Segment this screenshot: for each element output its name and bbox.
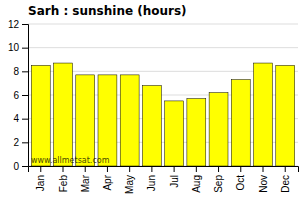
x-tick-label: Oct xyxy=(235,175,246,191)
bar xyxy=(187,99,206,166)
bar xyxy=(76,75,95,166)
y-tick-label: 8 xyxy=(13,66,19,77)
x-tick-mark xyxy=(85,166,86,172)
bars xyxy=(31,63,294,166)
x-tick: Apr xyxy=(102,166,113,191)
x-tick-mark xyxy=(107,166,108,172)
grid xyxy=(28,24,298,166)
y-tick-label: 12 xyxy=(8,19,20,30)
x-tick-label: Jan xyxy=(35,175,46,191)
bar xyxy=(142,86,161,166)
x-tick: May xyxy=(124,166,135,194)
x-tick-mark xyxy=(151,166,152,172)
x-tick-label: Sep xyxy=(213,175,224,193)
x-tick-label: Mar xyxy=(80,174,91,192)
x-tick: Sep xyxy=(213,166,224,193)
x-tick: Aug xyxy=(191,166,202,193)
y-tick-label: 4 xyxy=(13,113,19,124)
x-tick-mark xyxy=(218,166,219,172)
x-tick-label: May xyxy=(124,175,135,194)
title: Sarh : sunshine (hours) xyxy=(28,4,187,18)
y-tick: 2 xyxy=(13,137,28,148)
watermark: www.allmetsat.com xyxy=(31,156,110,165)
y-tick: 10 xyxy=(8,42,28,53)
bar xyxy=(120,75,139,166)
y-axis: 0 2 4 6 8 10 12 xyxy=(8,19,29,172)
y-tick-mark xyxy=(22,166,28,167)
bar xyxy=(276,65,295,166)
grid-line xyxy=(28,24,298,25)
y-tick: 6 xyxy=(13,90,28,101)
x-tick: Oct xyxy=(235,166,246,191)
bar xyxy=(254,63,273,166)
y-tick: 12 xyxy=(8,19,28,30)
x-tick: Dec xyxy=(280,166,291,193)
x-tick: Nov xyxy=(258,166,269,193)
x-tick-label: Jul xyxy=(169,175,180,188)
y-tick-mark xyxy=(22,119,28,120)
bar xyxy=(31,65,50,166)
x-tick-label: Apr xyxy=(102,174,113,190)
annotations: www.allmetsat.com xyxy=(31,156,110,165)
x-tick: Jun xyxy=(146,166,157,191)
y-tick: 4 xyxy=(13,113,28,124)
y-tick-mark xyxy=(22,48,28,49)
y-axis-line xyxy=(22,25,29,167)
x-tick-label: Nov xyxy=(258,175,269,193)
x-tick-mark xyxy=(40,166,41,172)
x-tick-mark xyxy=(63,166,64,172)
x-tick: Mar xyxy=(80,166,91,192)
y-tick-mark xyxy=(22,142,28,143)
y-tick-mark xyxy=(22,71,28,72)
y-tick-label: 0 xyxy=(13,161,19,172)
bar xyxy=(54,63,73,166)
x-tick: Jul xyxy=(169,166,180,188)
x-tick-mark xyxy=(129,166,130,172)
y-tick-mark xyxy=(22,95,28,96)
x-tick-mark xyxy=(240,166,241,172)
grid-line xyxy=(28,47,298,48)
y-tick-mark xyxy=(22,24,28,25)
x-tick: Feb xyxy=(58,166,69,192)
y-tick: 0 xyxy=(13,161,28,172)
x-tick-label: Feb xyxy=(58,175,69,193)
y-tick: 8 xyxy=(13,66,28,77)
bar xyxy=(165,101,184,166)
y-tick-label: 6 xyxy=(13,90,19,101)
plot: Jan Feb Mar Apr May Jun Jul Aug Sep Oct Nov Dec 0 2 4 6… xyxy=(8,19,299,194)
x-axis-line xyxy=(29,167,299,173)
x-tick-mark xyxy=(285,166,286,172)
x-tick-label: Aug xyxy=(191,175,202,193)
x-tick: Jan xyxy=(35,166,46,191)
x-tick-mark xyxy=(174,166,175,172)
x-tick-label: Jun xyxy=(146,175,157,191)
bar xyxy=(209,93,228,166)
y-tick-label: 10 xyxy=(8,42,20,53)
chart: Jan Feb Mar Apr May Jun Jul Aug Sep Oct Nov Dec 0 2 4 6… xyxy=(0,0,306,200)
x-tick-mark xyxy=(196,166,197,172)
x-axis: Jan Feb Mar Apr May Jun Jul Aug Sep Oct Nov Dec xyxy=(29,166,299,194)
y-tick-label: 2 xyxy=(13,137,19,148)
x-tick-mark xyxy=(263,166,264,172)
bar xyxy=(231,80,250,166)
x-tick-label: Dec xyxy=(280,175,291,193)
bar xyxy=(98,75,117,166)
